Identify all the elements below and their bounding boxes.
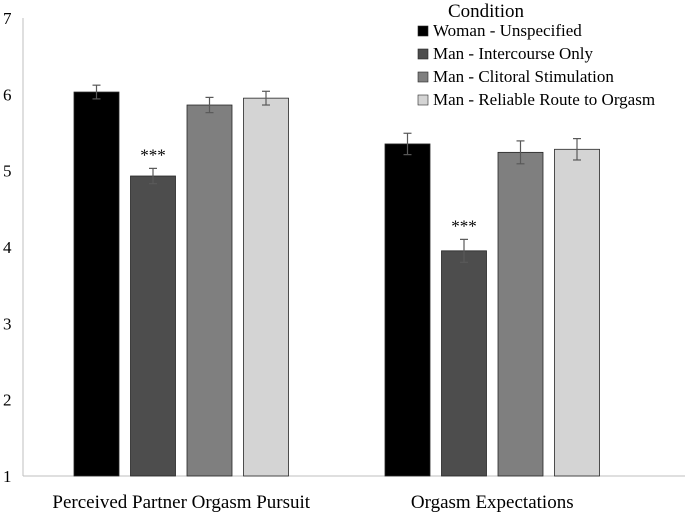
legend-label: Man - Intercourse Only [433,44,594,63]
bar [73,91,120,477]
bar [186,104,233,477]
y-tick-label: 2 [3,391,12,410]
legend-swatch [417,71,429,83]
legend-swatch [417,48,429,60]
legend-title: Condition [448,1,525,22]
bar [497,151,544,477]
bar [384,143,431,477]
legend-label: Man - Clitoral Stimulation [433,67,614,86]
category-label: Perceived Partner Orgasm Pursuit [52,492,310,513]
bar [441,250,487,477]
legend-swatch [417,25,429,37]
y-tick-label: 7 [3,9,12,28]
bar [243,97,289,477]
y-tick-label: 3 [3,314,12,333]
category-label: Orgasm Expectations [411,492,574,513]
legend-swatch [417,94,429,106]
significance-label: *** [140,145,166,164]
y-tick-label: 1 [3,467,12,486]
significance-label: *** [451,216,477,235]
y-tick-label: 5 [3,162,12,181]
bar [554,148,600,477]
bar [130,175,176,477]
legend-label: Man - Reliable Route to Orgasm [433,90,655,109]
legend-label: Woman - Unspecified [433,21,582,40]
y-tick-label: 4 [3,238,12,257]
y-tick-label: 6 [3,85,12,104]
